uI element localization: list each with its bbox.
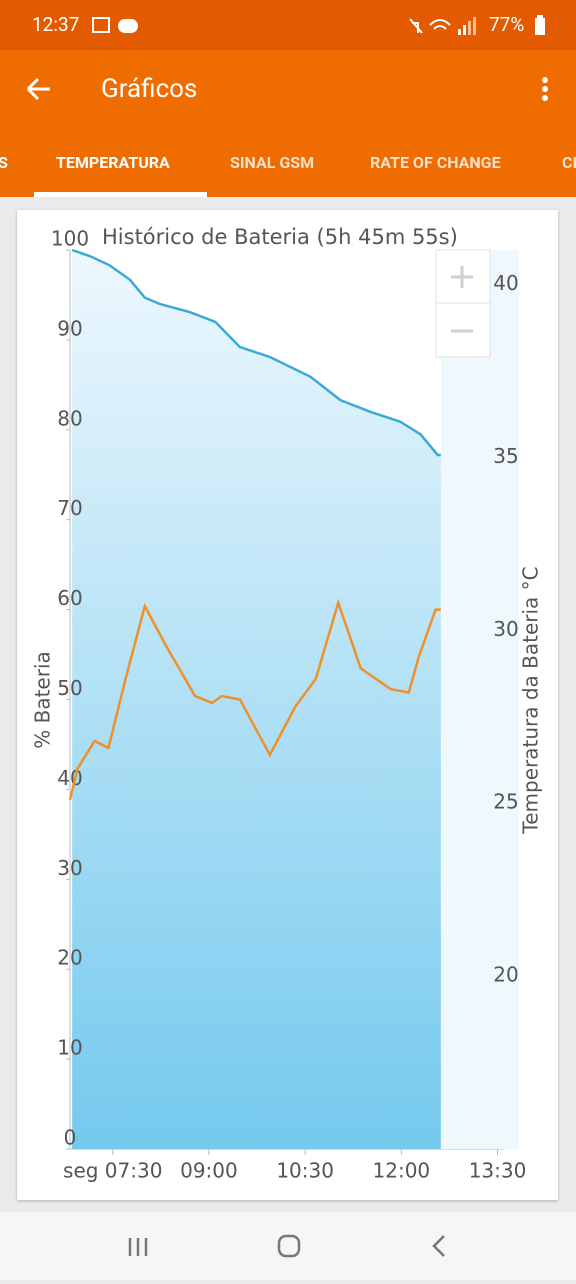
- tab[interactable]: SINAL GSM: [230, 153, 315, 172]
- notification-icons: [92, 17, 138, 33]
- chart: Histórico de Bateria (5h 45m 55s) % Bate…: [31, 225, 543, 1183]
- battery-icon: [535, 15, 545, 35]
- app-title: Gráficos: [101, 74, 198, 104]
- y2-tick-label: 20: [493, 963, 518, 987]
- battery-area: [72, 250, 441, 1149]
- overflow-menu[interactable]: [535, 76, 555, 104]
- y-tick-label: 30: [57, 856, 82, 880]
- tab[interactable]: RATE OF CHANGE: [370, 153, 501, 172]
- zoom-controls: [435, 249, 491, 358]
- y-tick-label: 60: [57, 586, 82, 610]
- clock: 12:37: [32, 13, 80, 36]
- chart-title: Histórico de Bateria (5h 45m 55s): [102, 225, 458, 249]
- home-button[interactable]: [277, 1234, 301, 1258]
- zoom-in[interactable]: [451, 266, 473, 288]
- forecast-region: [440, 250, 519, 1149]
- recents-button[interactable]: [128, 1238, 148, 1256]
- y2-tick-label: 35: [493, 444, 518, 468]
- y-tick-label: 10: [57, 1036, 82, 1060]
- y2-tick-label: 30: [493, 617, 518, 641]
- y-tick-label: 70: [57, 496, 82, 520]
- back-nav-button[interactable]: [432, 1235, 445, 1257]
- y2-axis-label: Temperatura da Bateria °C: [519, 566, 543, 834]
- system-icons: [409, 17, 476, 35]
- y-tick-label: 100: [51, 227, 89, 251]
- y-axis-label: % Bateria: [31, 651, 55, 749]
- tab[interactable]: TEMPERATURA: [56, 153, 170, 172]
- battery-percent: 77%: [489, 13, 525, 36]
- y2-tick-label: 40: [493, 271, 518, 295]
- x-tick-label: 10:30: [276, 1159, 334, 1183]
- x-tick-label: 13:30: [469, 1159, 527, 1183]
- y-tick-label: 40: [57, 766, 82, 790]
- tab[interactable]: S: [0, 153, 8, 172]
- y-tick-label: 20: [57, 946, 82, 970]
- navigation-bar: [0, 1212, 576, 1280]
- tab-indicator: [34, 192, 207, 197]
- y-tick-label: 80: [57, 406, 82, 430]
- nav-buttons: [128, 1234, 445, 1258]
- series-line: [68, 598, 441, 801]
- y-tick-label: 50: [57, 676, 82, 700]
- back-button[interactable]: [24, 74, 54, 104]
- series-line: [71, 248, 441, 457]
- status-bar: 12:37 77%: [0, 0, 576, 50]
- y-tick-label: 90: [57, 316, 82, 340]
- x-tick-label: seg 07:30: [63, 1159, 162, 1183]
- tab-bar: S TEMPERATURA SINAL GSM RATE OF CHANGE C…: [0, 125, 576, 197]
- y2-tick-label: 25: [493, 790, 518, 814]
- app-bar: Gráficos: [0, 50, 576, 125]
- x-tick-label: 09:00: [180, 1159, 238, 1183]
- y-tick-label: 0: [64, 1126, 77, 1150]
- tab[interactable]: CI: [562, 153, 576, 172]
- x-tick-label: 12:00: [373, 1159, 431, 1183]
